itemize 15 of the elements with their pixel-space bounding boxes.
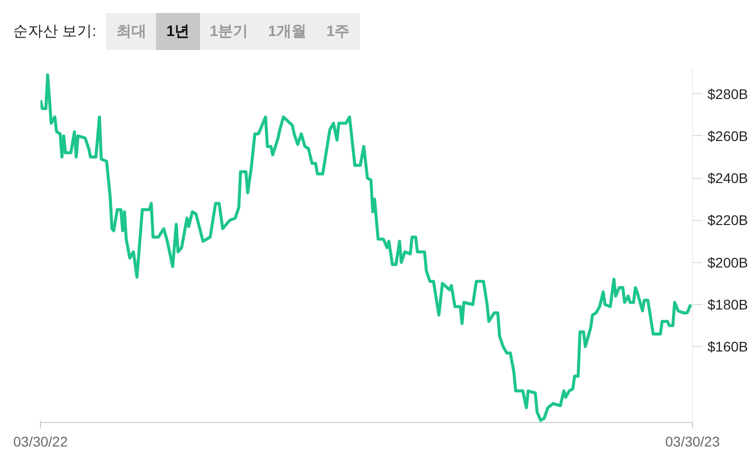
text: 1주 bbox=[316, 13, 360, 50]
text: 1년 bbox=[156, 13, 200, 50]
y-tick-label: $200B bbox=[708, 254, 748, 270]
y-tick-label: $220B bbox=[708, 212, 748, 228]
text: 순자산 보기: bbox=[13, 23, 96, 40]
x-tick-label: 03/30/22 bbox=[13, 434, 68, 450]
y-tick-label: $260B bbox=[708, 128, 748, 144]
text: 1개월 bbox=[258, 13, 316, 50]
y-tick-label: $160B bbox=[708, 338, 748, 355]
y-tick-label: $280B bbox=[708, 86, 748, 102]
y-tick-label: $240B bbox=[708, 170, 748, 186]
y-tick-label: $180B bbox=[708, 296, 748, 312]
x-tick-label: 03/30/23 bbox=[665, 434, 720, 450]
text: 1분기 bbox=[200, 13, 258, 50]
text: 최대 bbox=[106, 13, 156, 50]
